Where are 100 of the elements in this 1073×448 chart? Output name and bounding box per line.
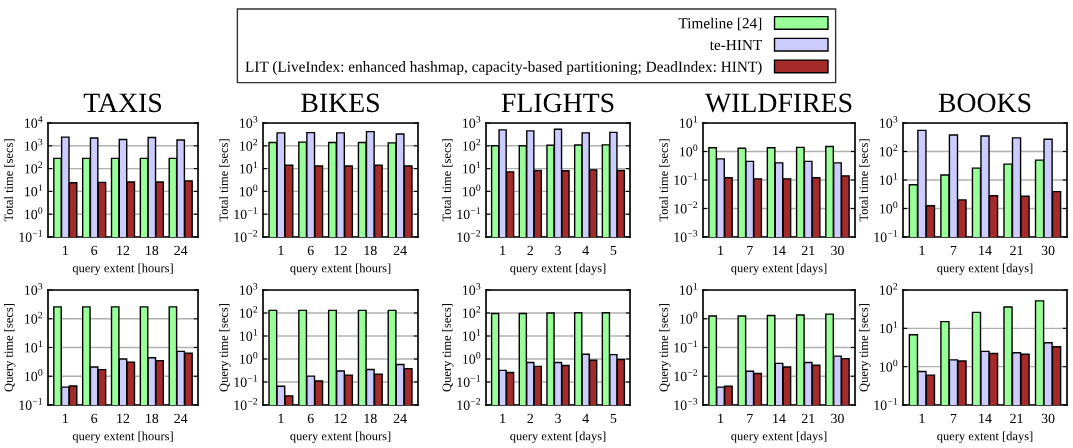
y-tick-label: 10$^{−2}$ (674, 369, 698, 382)
x-tick-label: 12 (334, 413, 347, 423)
x-axis-title: query extent [days] (731, 263, 827, 275)
x-tick-label: 30 (831, 413, 844, 424)
x-axis-title: query extent [days] (510, 263, 606, 275)
y-tick-label: 10$^{2}$ (25, 161, 43, 174)
x-tick-label: 12 (117, 413, 130, 423)
x-tick-label: 14 (773, 245, 786, 255)
x-axis-title: query extent [hours] (72, 431, 173, 443)
y-tick-label: 10$^{1}$ (240, 329, 258, 341)
x-tick-label: 6 (91, 245, 98, 256)
y-tick-label: 10$^{−1}$ (457, 207, 481, 220)
x-tick-label: 30 (1041, 245, 1055, 256)
y-tick-label: 10$^{−2}$ (234, 230, 258, 242)
y-tick-label: 10$^{−1}$ (19, 398, 43, 410)
y-tick-label: 10$^{−1}$ (874, 398, 898, 410)
y-tick-label: 10$^{1}$ (240, 161, 258, 174)
x-axis-title: query extent [days] (510, 431, 606, 443)
x-tick-label: 4 (582, 245, 589, 255)
y-axis-title: Total time [secs] (659, 139, 670, 222)
x-tick-label: 1 (500, 413, 506, 423)
x-tick-label: 18 (146, 245, 159, 256)
legend-label: LIT (LiveIndex: enhanced hashmap, capacity-based partitioning; DeadIndex: HINT) (245, 61, 762, 76)
x-tick-label: 14 (773, 413, 786, 423)
x-tick-label: 21 (1010, 245, 1023, 255)
x-tick-label: 24 (174, 245, 188, 255)
y-tick-label: 10$^{−1}$ (19, 230, 43, 242)
x-tick-label: 12 (334, 245, 347, 255)
x-tick-label: 24 (393, 413, 407, 423)
y-tick-label: 10$^{1}$ (463, 329, 481, 341)
x-tick-label: 1 (278, 245, 284, 255)
chart-title: BIKES (301, 93, 379, 113)
x-tick-label: 7 (950, 413, 957, 423)
y-axis-title: Query time [secs] (219, 304, 231, 392)
x-tick-label: 6 (307, 413, 314, 424)
y-axis-title: Total time [secs] (219, 139, 230, 222)
x-tick-label: 5 (610, 245, 617, 256)
y-tick-label: 10$^{2}$ (463, 138, 481, 151)
x-axis-title: query extent [days] (937, 263, 1033, 275)
y-tick-label: 10$^{2}$ (880, 283, 898, 295)
y-tick-label: 10$^{−2}$ (457, 230, 481, 242)
chart-title: BOOKS (938, 93, 1031, 113)
y-tick-label: 10$^{−1}$ (234, 375, 258, 387)
x-tick-label: 18 (364, 413, 377, 424)
y-tick-label: 10$^{0}$ (25, 207, 43, 220)
x-tick-label: 30 (831, 245, 844, 256)
chart-title: FLIGHTS (501, 93, 614, 113)
y-tick-label: 10$^{−2}$ (457, 398, 481, 410)
y-axis-title: Query time [secs] (442, 304, 454, 392)
y-axis-title: Query time [secs] (659, 304, 671, 392)
x-tick-label: 7 (747, 413, 753, 423)
y-tick-label: 10$^{1}$ (880, 321, 898, 334)
x-axis-title: query extent [days] (731, 431, 827, 443)
y-tick-label: 10$^{2}$ (240, 138, 258, 151)
x-tick-label: 1 (63, 245, 68, 255)
y-tick-label: 10$^{−1}$ (874, 230, 898, 242)
y-tick-label: 10$^{−1}$ (234, 207, 258, 220)
legend-label: te-HINT (709, 39, 763, 51)
y-tick-label: 10$^{1}$ (880, 173, 898, 185)
x-tick-label: 1 (919, 413, 925, 423)
y-tick-label: 10$^{3}$ (463, 283, 481, 295)
x-tick-label: 1 (278, 413, 284, 423)
x-tick-label: 1 (500, 245, 506, 255)
y-tick-label: 10$^{−2}$ (674, 201, 698, 214)
x-axis-title: query extent [days] (937, 431, 1033, 443)
y-tick-label: 10$^{0}$ (463, 352, 481, 364)
x-tick-label: 2 (527, 413, 534, 423)
x-tick-label: 24 (393, 245, 407, 255)
x-tick-label: 12 (117, 245, 130, 255)
y-tick-label: 10$^{0}$ (680, 311, 698, 324)
x-axis-title: query extent [hours] (290, 263, 391, 275)
y-tick-label: 10$^{1}$ (680, 283, 698, 295)
x-tick-label: 1 (718, 413, 724, 423)
y-tick-label: 10$^{−1}$ (674, 173, 698, 185)
x-tick-label: 3 (555, 413, 561, 424)
y-axis-title: Total time [secs] (4, 139, 15, 222)
x-tick-label: 1 (919, 245, 925, 255)
x-tick-label: 7 (950, 245, 957, 255)
y-tick-label: 10$^{2}$ (880, 144, 898, 157)
y-tick-label: 10$^{−3}$ (674, 230, 698, 242)
y-tick-label: 10$^{0}$ (25, 369, 43, 382)
y-tick-label: 10$^{3}$ (25, 138, 43, 151)
y-axis-title: Query time [secs] (4, 304, 16, 392)
x-tick-label: 21 (1010, 413, 1023, 423)
y-tick-label: 10$^{2}$ (463, 306, 481, 318)
x-tick-label: 18 (146, 413, 159, 424)
y-axis-title: Total time [secs] (442, 139, 453, 222)
y-tick-label: 10$^{0}$ (680, 144, 698, 157)
x-tick-label: 1 (63, 413, 68, 423)
legend-label: Timeline [24] (678, 17, 762, 31)
x-tick-label: 5 (610, 413, 617, 424)
x-tick-label: 24 (174, 413, 188, 423)
x-tick-label: 18 (364, 245, 377, 256)
y-tick-label: 10$^{0}$ (240, 352, 258, 364)
y-tick-label: 10$^{1}$ (25, 184, 43, 197)
x-tick-label: 1 (718, 245, 724, 255)
x-axis-title: query extent [hours] (72, 263, 173, 275)
x-tick-label: 4 (582, 413, 589, 423)
y-tick-label: 10$^{0}$ (880, 359, 898, 372)
x-tick-label: 14 (979, 245, 992, 255)
